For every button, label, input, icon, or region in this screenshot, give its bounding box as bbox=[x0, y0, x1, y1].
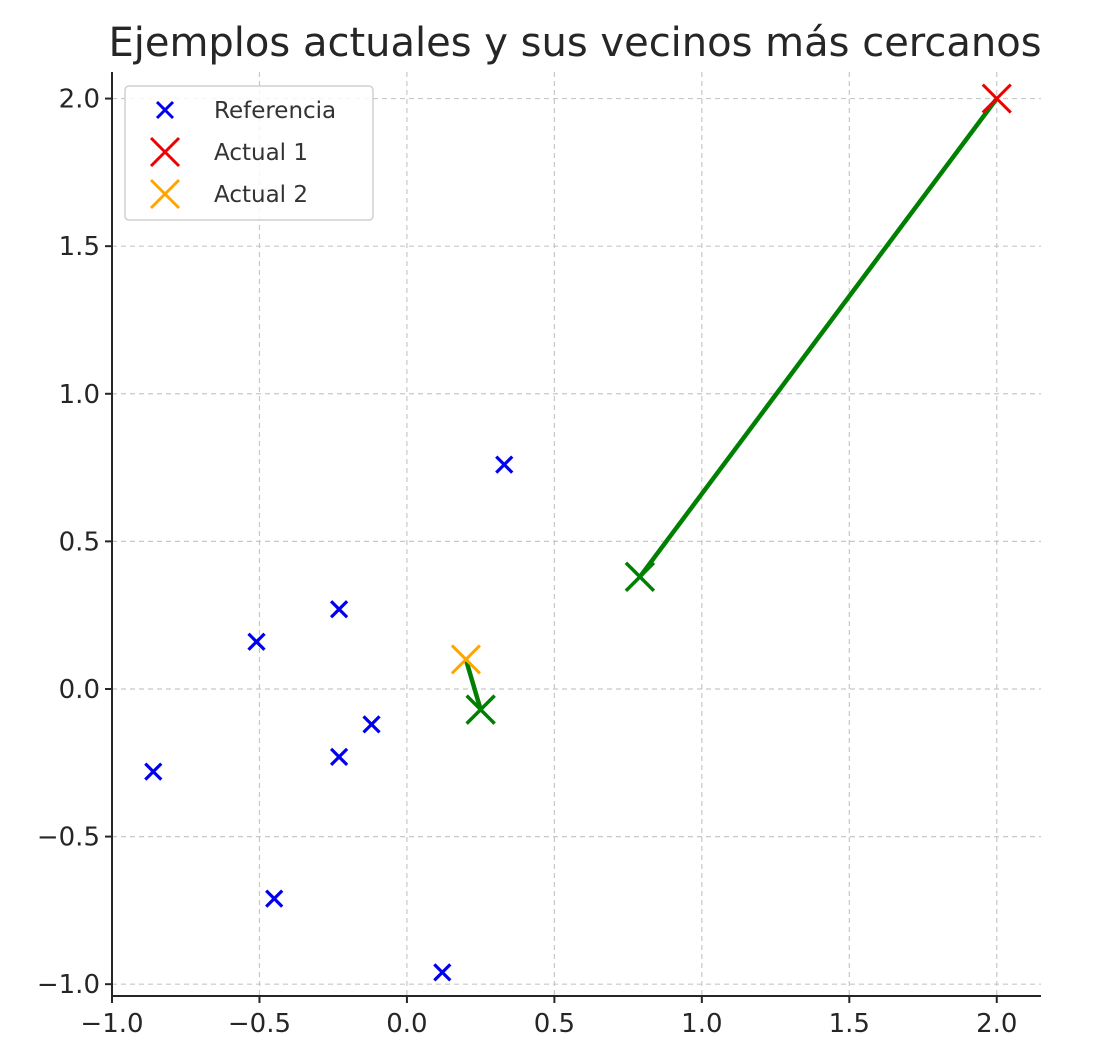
legend-marker-2 bbox=[149, 136, 181, 168]
y-tick-label: −1.0 bbox=[37, 970, 100, 1000]
point-referencia-1 bbox=[247, 632, 266, 651]
x-tick-label: 0.0 bbox=[386, 1009, 427, 1039]
neighbor-links bbox=[463, 97, 999, 711]
legend-box bbox=[124, 85, 374, 221]
legend-label-3: Actual 2 bbox=[214, 182, 308, 208]
y-tick-label: 2.0 bbox=[59, 85, 100, 115]
y-tick-label: 1.0 bbox=[59, 380, 100, 410]
point-referencia-7 bbox=[495, 455, 514, 474]
legend-marker-3 bbox=[149, 178, 181, 210]
x-tick-label: 2.0 bbox=[976, 1009, 1017, 1039]
legend-marker-1 bbox=[155, 100, 175, 120]
x-tick-label: 0.5 bbox=[534, 1009, 575, 1039]
data-markers bbox=[144, 83, 1012, 982]
neighbor-link-1 bbox=[638, 97, 999, 579]
point-actual-2-0 bbox=[450, 644, 481, 675]
y-tick-label: −0.5 bbox=[37, 823, 100, 853]
point-referencia-2 bbox=[329, 600, 349, 619]
legend-label-1: Referencia bbox=[214, 98, 336, 124]
y-tick-label: 0.0 bbox=[59, 675, 100, 705]
chart-title: Ejemplos actuales y sus vecinos más cerc… bbox=[108, 20, 1041, 66]
point-referencia-5 bbox=[265, 889, 284, 908]
x-tick-label: 1.0 bbox=[681, 1009, 722, 1039]
x-tick-label: −0.5 bbox=[228, 1009, 291, 1039]
x-tick-label: 1.5 bbox=[829, 1009, 870, 1039]
legend-label-2: Actual 1 bbox=[214, 140, 308, 166]
neighbor-link-2 bbox=[463, 658, 483, 711]
point-referencia-0 bbox=[144, 762, 163, 781]
x-tick-label: −1.0 bbox=[80, 1009, 143, 1039]
y-tick-label: 1.5 bbox=[59, 232, 100, 262]
point-referencia-4 bbox=[329, 747, 349, 767]
point-actual-1-0 bbox=[981, 83, 1012, 114]
axes: −1.0 −0.5 0.0 0.5 1.0 1.5 2.0 −1.0 −0.5 0.0 0.5 1.0… bbox=[37, 72, 1041, 1039]
legend: Referencia Actual 1 Actual 2 bbox=[124, 85, 374, 221]
nearest-neighbor-marker-1 bbox=[624, 561, 656, 593]
y-tick-label: 0.5 bbox=[59, 527, 100, 557]
nearest-neighbor-marker-2 bbox=[465, 694, 496, 725]
point-referencia-3 bbox=[362, 715, 381, 734]
point-referencia-6 bbox=[433, 963, 452, 982]
